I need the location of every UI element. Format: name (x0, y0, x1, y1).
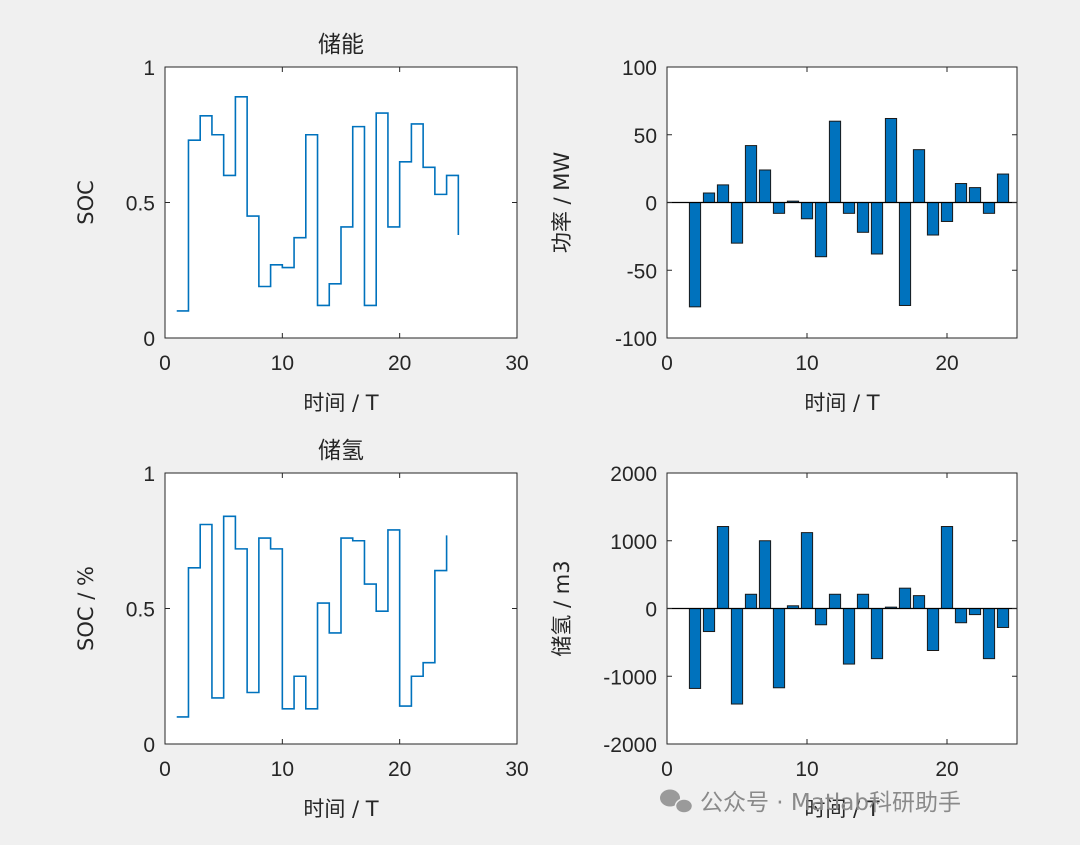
bar (842, 608, 856, 665)
y-axis-label: SOC (74, 180, 98, 225)
x-tick-label: 10 (271, 758, 294, 781)
bar (870, 202, 884, 255)
y-tick-label: 1 (143, 57, 155, 80)
chart-hydrogen-storage: 0 10 20 2000 1000 0 -1000 -2000 时间 / T 储氢 / m3 (550, 463, 1018, 821)
bar (758, 169, 772, 203)
bar (856, 202, 870, 233)
y-tick-label: 50 (634, 125, 657, 148)
bar (926, 608, 940, 652)
bar (730, 202, 744, 244)
x-tick-label: 0 (159, 352, 171, 375)
bar (828, 120, 842, 203)
bar (926, 202, 940, 236)
bar (800, 202, 814, 220)
bar (828, 593, 842, 610)
bar (996, 173, 1010, 203)
bar (954, 183, 968, 203)
bar (758, 540, 772, 609)
bar (898, 587, 912, 609)
y-tick-label: -50 (627, 260, 657, 283)
bar (982, 608, 996, 660)
x-tick-label: 10 (271, 352, 294, 375)
wechat-bubble-small (674, 798, 694, 814)
x-tick-label: 0 (661, 352, 673, 375)
wechat-icon (660, 789, 694, 814)
bar (940, 202, 954, 222)
bar (772, 608, 786, 689)
x-tick-label: 10 (795, 352, 818, 375)
y-tick-label: 0 (143, 734, 155, 757)
x-tick-label: 0 (159, 758, 171, 781)
bar (842, 202, 856, 214)
chart-storage-soc: 0 10 20 30 0 0.5 1 时间 / T SOC 储能 (74, 32, 529, 415)
bar (702, 608, 716, 633)
bar (730, 608, 744, 705)
y-axis-label: SOC / % (74, 566, 98, 651)
chart-hydrogen-soc: 0 10 20 30 0 0.5 1 时间 / T SOC / % 储氢 (74, 438, 529, 821)
bar (996, 608, 1010, 628)
bar (688, 608, 702, 689)
bar (800, 532, 814, 609)
bar (940, 526, 954, 610)
y-tick-label: 0.5 (126, 599, 155, 622)
bar (968, 187, 982, 204)
bar (716, 526, 730, 610)
bar (954, 608, 968, 624)
x-tick-label: 20 (388, 758, 411, 781)
series-line (176, 515, 448, 718)
bar (968, 608, 982, 616)
y-tick-label: -2000 (603, 734, 657, 757)
bar (716, 184, 730, 203)
chart-storage-power: 0 10 20 100 50 0 -50 -100 时间 / T 功率 / MW (550, 57, 1018, 415)
x-tick-label: 20 (388, 352, 411, 375)
y-tick-label: 1 (143, 463, 155, 486)
wechat-bubble-large (660, 789, 680, 807)
y-tick-label: 100 (622, 57, 657, 80)
y-tick-label: -100 (615, 328, 657, 351)
y-tick-label: 1000 (610, 531, 657, 554)
y-tick-label: 0 (143, 328, 155, 351)
bar (898, 202, 912, 306)
x-axis-label: 时间 / T (804, 797, 879, 821)
y-tick-label: 0 (645, 599, 657, 622)
x-tick-label: 0 (661, 758, 673, 781)
bar (982, 202, 996, 214)
plot-area (165, 67, 517, 338)
bar (702, 192, 716, 203)
bar (884, 117, 898, 203)
watermark: 公众号 · Matlab科研助手 (660, 789, 961, 816)
bar (870, 608, 884, 660)
y-axis-label: 功率 / MW (550, 152, 574, 254)
x-axis-label: 时间 / T (303, 391, 378, 415)
watermark-text: 公众号 · Matlab科研助手 (700, 790, 961, 816)
x-axis-label: 时间 / T (804, 391, 879, 415)
chart-title: 储氢 (318, 438, 364, 464)
bar (912, 595, 926, 610)
bar (912, 149, 926, 203)
x-tick-label: 10 (795, 758, 818, 781)
bar (744, 145, 758, 203)
series-line (176, 96, 460, 312)
y-axis-label: 储氢 / m3 (550, 560, 574, 656)
y-tick-label: 0 (645, 193, 657, 216)
x-tick-label: 20 (935, 758, 958, 781)
y-tick-label: 0.5 (126, 193, 155, 216)
y-tick-label: -1000 (603, 666, 657, 689)
chart-title: 储能 (318, 32, 364, 58)
y-tick-label: 2000 (610, 463, 657, 486)
x-tick-label: 20 (935, 352, 958, 375)
bar (772, 202, 786, 214)
bar (814, 202, 828, 258)
bar (744, 593, 758, 610)
x-tick-label: 30 (505, 758, 528, 781)
x-axis-label: 时间 / T (303, 797, 378, 821)
bar (814, 608, 828, 626)
bar (688, 202, 702, 308)
x-tick-label: 30 (505, 352, 528, 375)
bar (856, 593, 870, 610)
